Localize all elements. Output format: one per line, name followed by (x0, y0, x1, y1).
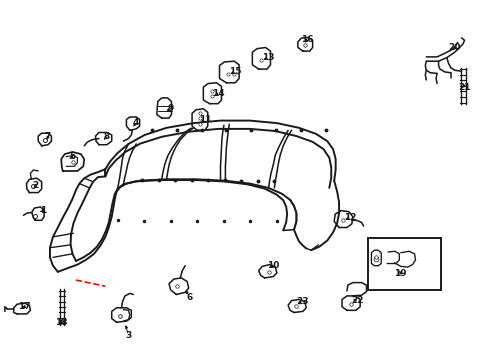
Text: 9: 9 (167, 104, 174, 112)
Text: 12: 12 (344, 213, 357, 222)
Bar (368, 238, 441, 290)
Text: 5: 5 (70, 152, 75, 161)
Text: 1: 1 (40, 206, 46, 215)
Text: 11: 11 (198, 115, 211, 124)
Text: 8: 8 (104, 132, 110, 141)
Text: 20: 20 (448, 43, 461, 52)
Text: 6: 6 (187, 292, 193, 302)
Text: 21: 21 (458, 83, 471, 91)
Text: 2: 2 (33, 181, 39, 190)
Text: 14: 14 (212, 89, 224, 98)
Text: 17: 17 (18, 302, 31, 311)
Text: 7: 7 (45, 132, 51, 141)
Text: 15: 15 (229, 68, 242, 77)
Text: 22: 22 (351, 296, 364, 305)
Text: 13: 13 (262, 53, 275, 62)
Text: 16: 16 (301, 35, 314, 44)
Text: 10: 10 (267, 261, 280, 270)
Text: 19: 19 (394, 269, 407, 278)
Text: 18: 18 (55, 318, 68, 327)
Text: 3: 3 (125, 331, 131, 340)
Text: 23: 23 (296, 297, 309, 306)
Text: 4: 4 (133, 118, 140, 127)
